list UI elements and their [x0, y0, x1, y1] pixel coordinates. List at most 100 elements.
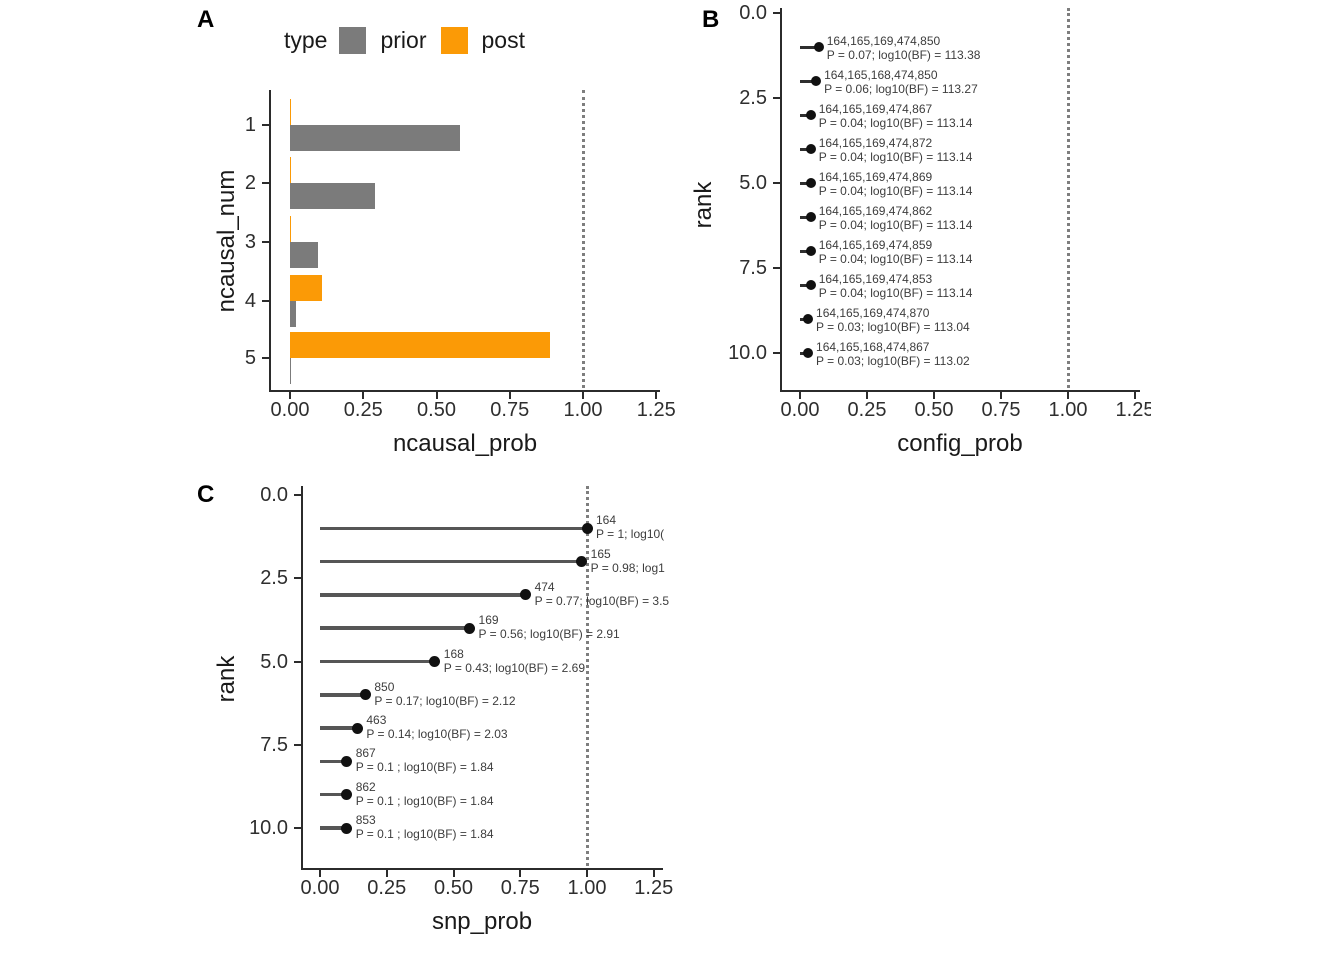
- x-tick-C: [385, 870, 388, 877]
- point-stats: P = 0.04; log10(BF) = 113.14: [818, 150, 973, 164]
- point-label-C: 862 P = 0.1 ; log10(BF) = 1.84: [356, 780, 494, 808]
- y-tick-B: [773, 97, 780, 99]
- lollipop-dot-B: [805, 178, 816, 188]
- figure-clip-right: [1151, 385, 1344, 430]
- x-tick-B: [1000, 392, 1002, 399]
- point-id: 168: [443, 646, 464, 661]
- point-stats: P = 1; log10(: [596, 527, 665, 542]
- x-tick-A: [508, 392, 511, 399]
- point-stats: P = 0.1 ; log10(BF) = 1.84: [355, 760, 494, 775]
- point-id: 164,165,169,474,862: [818, 204, 933, 218]
- y-tick-A: [262, 124, 269, 126]
- y-tick-label-A: 2: [244, 172, 256, 194]
- bar-post-5: [290, 332, 550, 358]
- y-axis-line-A: [269, 90, 271, 392]
- x-axis-title-a: ncausal_prob: [392, 430, 538, 457]
- lollipop-line-B: [800, 147, 811, 151]
- lollipop-dot-B: [805, 212, 816, 222]
- point-stats: P = 0.43; log10(BF) = 2.69: [443, 660, 586, 675]
- point-id: 164: [596, 513, 617, 528]
- y-tick-label-B: 7.5: [739, 257, 767, 279]
- point-stats: P = 0.03; log10(BF) = 113.04: [816, 320, 970, 334]
- point-label-B: 164,165,168,474,850 P = 0.06; log10(BF) =…: [824, 68, 978, 96]
- y-tick-A: [262, 357, 269, 359]
- x-tick-label-A: 0.00: [270, 399, 310, 421]
- y-tick-label-A: 4: [244, 290, 256, 312]
- point-label-B: 164,165,169,474,850 P = 0.07; log10(BF) =…: [827, 34, 981, 62]
- legend-title: type: [284, 26, 328, 53]
- lollipop-dot-C: [341, 822, 353, 834]
- legend-swatch-post: [440, 26, 468, 54]
- lollipop-line-C: [320, 559, 582, 564]
- x-tick-A: [362, 392, 365, 399]
- lollipop-dot-B: [813, 42, 824, 52]
- x-tick-C: [586, 870, 588, 877]
- point-label-C: 169 P = 0.56; log10(BF) = 2.91: [479, 613, 620, 641]
- x-tick-B: [933, 392, 935, 399]
- point-label-C: 463 P = 0.14; log10(BF) = 2.03: [366, 713, 507, 741]
- lollipop-line-C: [320, 693, 366, 697]
- ref-line-A: [582, 90, 585, 388]
- x-tick-label-B: 1.00: [1048, 399, 1088, 421]
- lollipop-line-C: [320, 626, 470, 630]
- y-tick-label-B: 2.5: [739, 87, 767, 109]
- lollipop-line-C: [320, 659, 435, 664]
- x-tick-label-C: 0.00: [300, 877, 340, 899]
- lollipop-line-B: [800, 45, 819, 49]
- y-tick-label-A: 1: [244, 114, 256, 136]
- legend-swatch-prior: [339, 26, 367, 54]
- point-label-C: 867 P = 0.1 ; log10(BF) = 1.84: [356, 746, 494, 774]
- lollipop-dot-B: [803, 314, 814, 324]
- lollipop-line-C: [320, 526, 587, 531]
- point-id: 164,165,169,474,872: [818, 136, 933, 150]
- y-tick-C: [294, 577, 301, 580]
- point-id: 850: [374, 679, 395, 694]
- panel-letter-a: A: [197, 6, 215, 33]
- x-axis-line-B: [780, 390, 1140, 392]
- x-tick-label-C: 1.00: [567, 877, 607, 899]
- point-stats: P = 0.04; log10(BF) = 113.14: [818, 286, 973, 300]
- lollipop-dot-C: [429, 656, 441, 667]
- point-label-C: 850 P = 0.17; log10(BF) = 2.12: [374, 680, 515, 708]
- y-tick-A: [262, 241, 269, 243]
- x-tick-B: [1067, 392, 1069, 399]
- x-tick-B: [866, 392, 868, 399]
- x-axis-title-c: snp_prob: [431, 908, 533, 935]
- lollipop-line-B: [800, 215, 811, 219]
- point-id: 867: [355, 746, 376, 761]
- y-tick-B: [773, 352, 780, 354]
- x-tick-label-B: 0.50: [914, 399, 954, 421]
- y-tick-label-C: 7.5: [260, 733, 288, 756]
- lollipop-line-C: [320, 759, 347, 764]
- y-tick-A: [262, 182, 269, 184]
- lollipop-dot-B: [803, 348, 814, 358]
- legend: type prior post: [284, 24, 539, 56]
- point-id: 164,165,168,474,850: [824, 68, 938, 82]
- bar-prior-2: [290, 183, 375, 209]
- bar-post-2: [290, 157, 291, 183]
- point-id: 164,165,169,474,853: [818, 272, 933, 286]
- y-tick-B: [773, 267, 780, 269]
- lollipop-dot-C: [341, 789, 353, 801]
- point-id: 164,165,169,474,870: [816, 306, 930, 320]
- x-tick-C: [652, 870, 655, 877]
- y-axis-line-B: [780, 8, 782, 392]
- point-id: 853: [355, 813, 376, 827]
- point-stats: P = 0.56; log10(BF) = 2.91: [478, 627, 620, 642]
- panel-letter-c: C: [197, 481, 215, 508]
- x-tick-C: [452, 870, 455, 877]
- lollipop-dot-B: [805, 110, 816, 120]
- ref-line-C: [586, 486, 589, 866]
- lollipop-line-B: [800, 283, 811, 287]
- lollipop-dot-B: [811, 76, 822, 86]
- x-tick-label-B: 0.00: [780, 399, 820, 421]
- lollipop-dot-C: [359, 689, 371, 701]
- point-stats: P = 0.04; log10(BF) = 113.14: [818, 116, 973, 130]
- bar-prior-5: [290, 358, 292, 384]
- x-tick-label-C: 0.75: [500, 877, 540, 899]
- bar-post-4: [290, 275, 323, 301]
- point-stats: P = 0.06; log10(BF) = 113.27: [824, 82, 978, 96]
- bar-prior-4: [290, 301, 296, 327]
- lollipop-line-C: [320, 593, 526, 597]
